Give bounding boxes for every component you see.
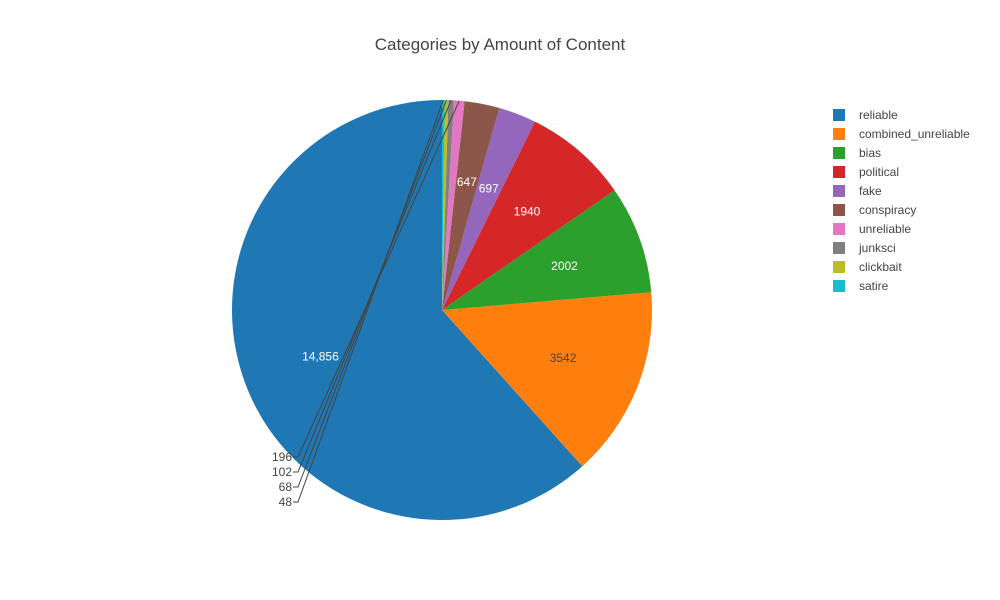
slice-clickbait[interactable] xyxy=(442,100,449,311)
legend-item-reliable[interactable]: reliable xyxy=(833,108,898,122)
legend-label-bias: bias xyxy=(859,146,881,160)
leader-line-satire xyxy=(293,99,444,503)
legend-label-reliable: reliable xyxy=(859,108,898,122)
leader-line-junksci xyxy=(293,100,452,473)
legend-item-fake[interactable]: fake xyxy=(833,184,882,198)
slice-label-satire: 48 xyxy=(279,495,293,509)
slice-label-combined-unreliable: 3542 xyxy=(550,351,577,365)
leader-line-unreliable xyxy=(293,100,460,458)
legend-label-combined-unreliable: combined_unreliable xyxy=(859,127,970,141)
slice-fake[interactable] xyxy=(442,107,535,310)
legend-swatch-satire xyxy=(833,280,845,292)
slice-conspiracy[interactable] xyxy=(442,101,500,310)
legend-label-clickbait: clickbait xyxy=(859,260,902,274)
legend-item-conspiracy[interactable]: conspiracy xyxy=(833,203,916,217)
legend-swatch-clickbait xyxy=(833,261,845,273)
legend-swatch-fake xyxy=(833,185,845,197)
legend-swatch-junksci xyxy=(833,242,845,254)
legend-swatch-combined-unreliable xyxy=(833,128,845,140)
legend-item-clickbait[interactable]: clickbait xyxy=(833,260,902,274)
slice-political[interactable] xyxy=(442,121,615,311)
legend-label-satire: satire xyxy=(859,279,889,293)
slice-unreliable[interactable] xyxy=(442,100,465,310)
legend-swatch-reliable xyxy=(833,109,845,121)
legend-label-fake: fake xyxy=(859,184,882,198)
slice-label-bias: 2002 xyxy=(551,259,578,273)
slice-label-unreliable: 196 xyxy=(272,450,292,464)
slice-bias[interactable] xyxy=(442,190,652,310)
slice-label-conspiracy: 647 xyxy=(457,175,477,189)
legend-label-conspiracy: conspiracy xyxy=(859,203,916,217)
legend-item-bias[interactable]: bias xyxy=(833,146,881,160)
legend-item-unreliable[interactable]: unreliable xyxy=(833,222,911,236)
legend-swatch-unreliable xyxy=(833,223,845,235)
slice-label-fake: 697 xyxy=(479,181,499,195)
chart-title: Categories by Amount of Content xyxy=(375,35,626,54)
slice-label-junksci: 102 xyxy=(272,465,292,479)
slice-label-reliable: 14,856 xyxy=(302,350,339,364)
slice-label-clickbait: 68 xyxy=(279,480,293,494)
legend-item-combined-unreliable[interactable]: combined_unreliable xyxy=(833,127,970,141)
legend-item-political[interactable]: political xyxy=(833,165,899,179)
slice-label-political: 1940 xyxy=(514,204,541,218)
legend-item-junksci[interactable]: junksci xyxy=(833,241,896,255)
slice-combined-unreliable[interactable] xyxy=(442,292,653,467)
legend-label-unreliable: unreliable xyxy=(859,222,911,236)
slice-junksci[interactable] xyxy=(442,100,454,310)
slice-satire[interactable] xyxy=(442,100,445,310)
legend-swatch-bias xyxy=(833,147,845,159)
pie-slices xyxy=(232,100,653,520)
legend-label-political: political xyxy=(859,165,899,179)
legend-swatch-political xyxy=(833,166,845,178)
legend-label-junksci: junksci xyxy=(858,241,896,255)
legend-swatch-conspiracy xyxy=(833,204,845,216)
slice-reliable[interactable] xyxy=(232,100,583,520)
legend-item-satire[interactable]: satire xyxy=(833,279,889,293)
